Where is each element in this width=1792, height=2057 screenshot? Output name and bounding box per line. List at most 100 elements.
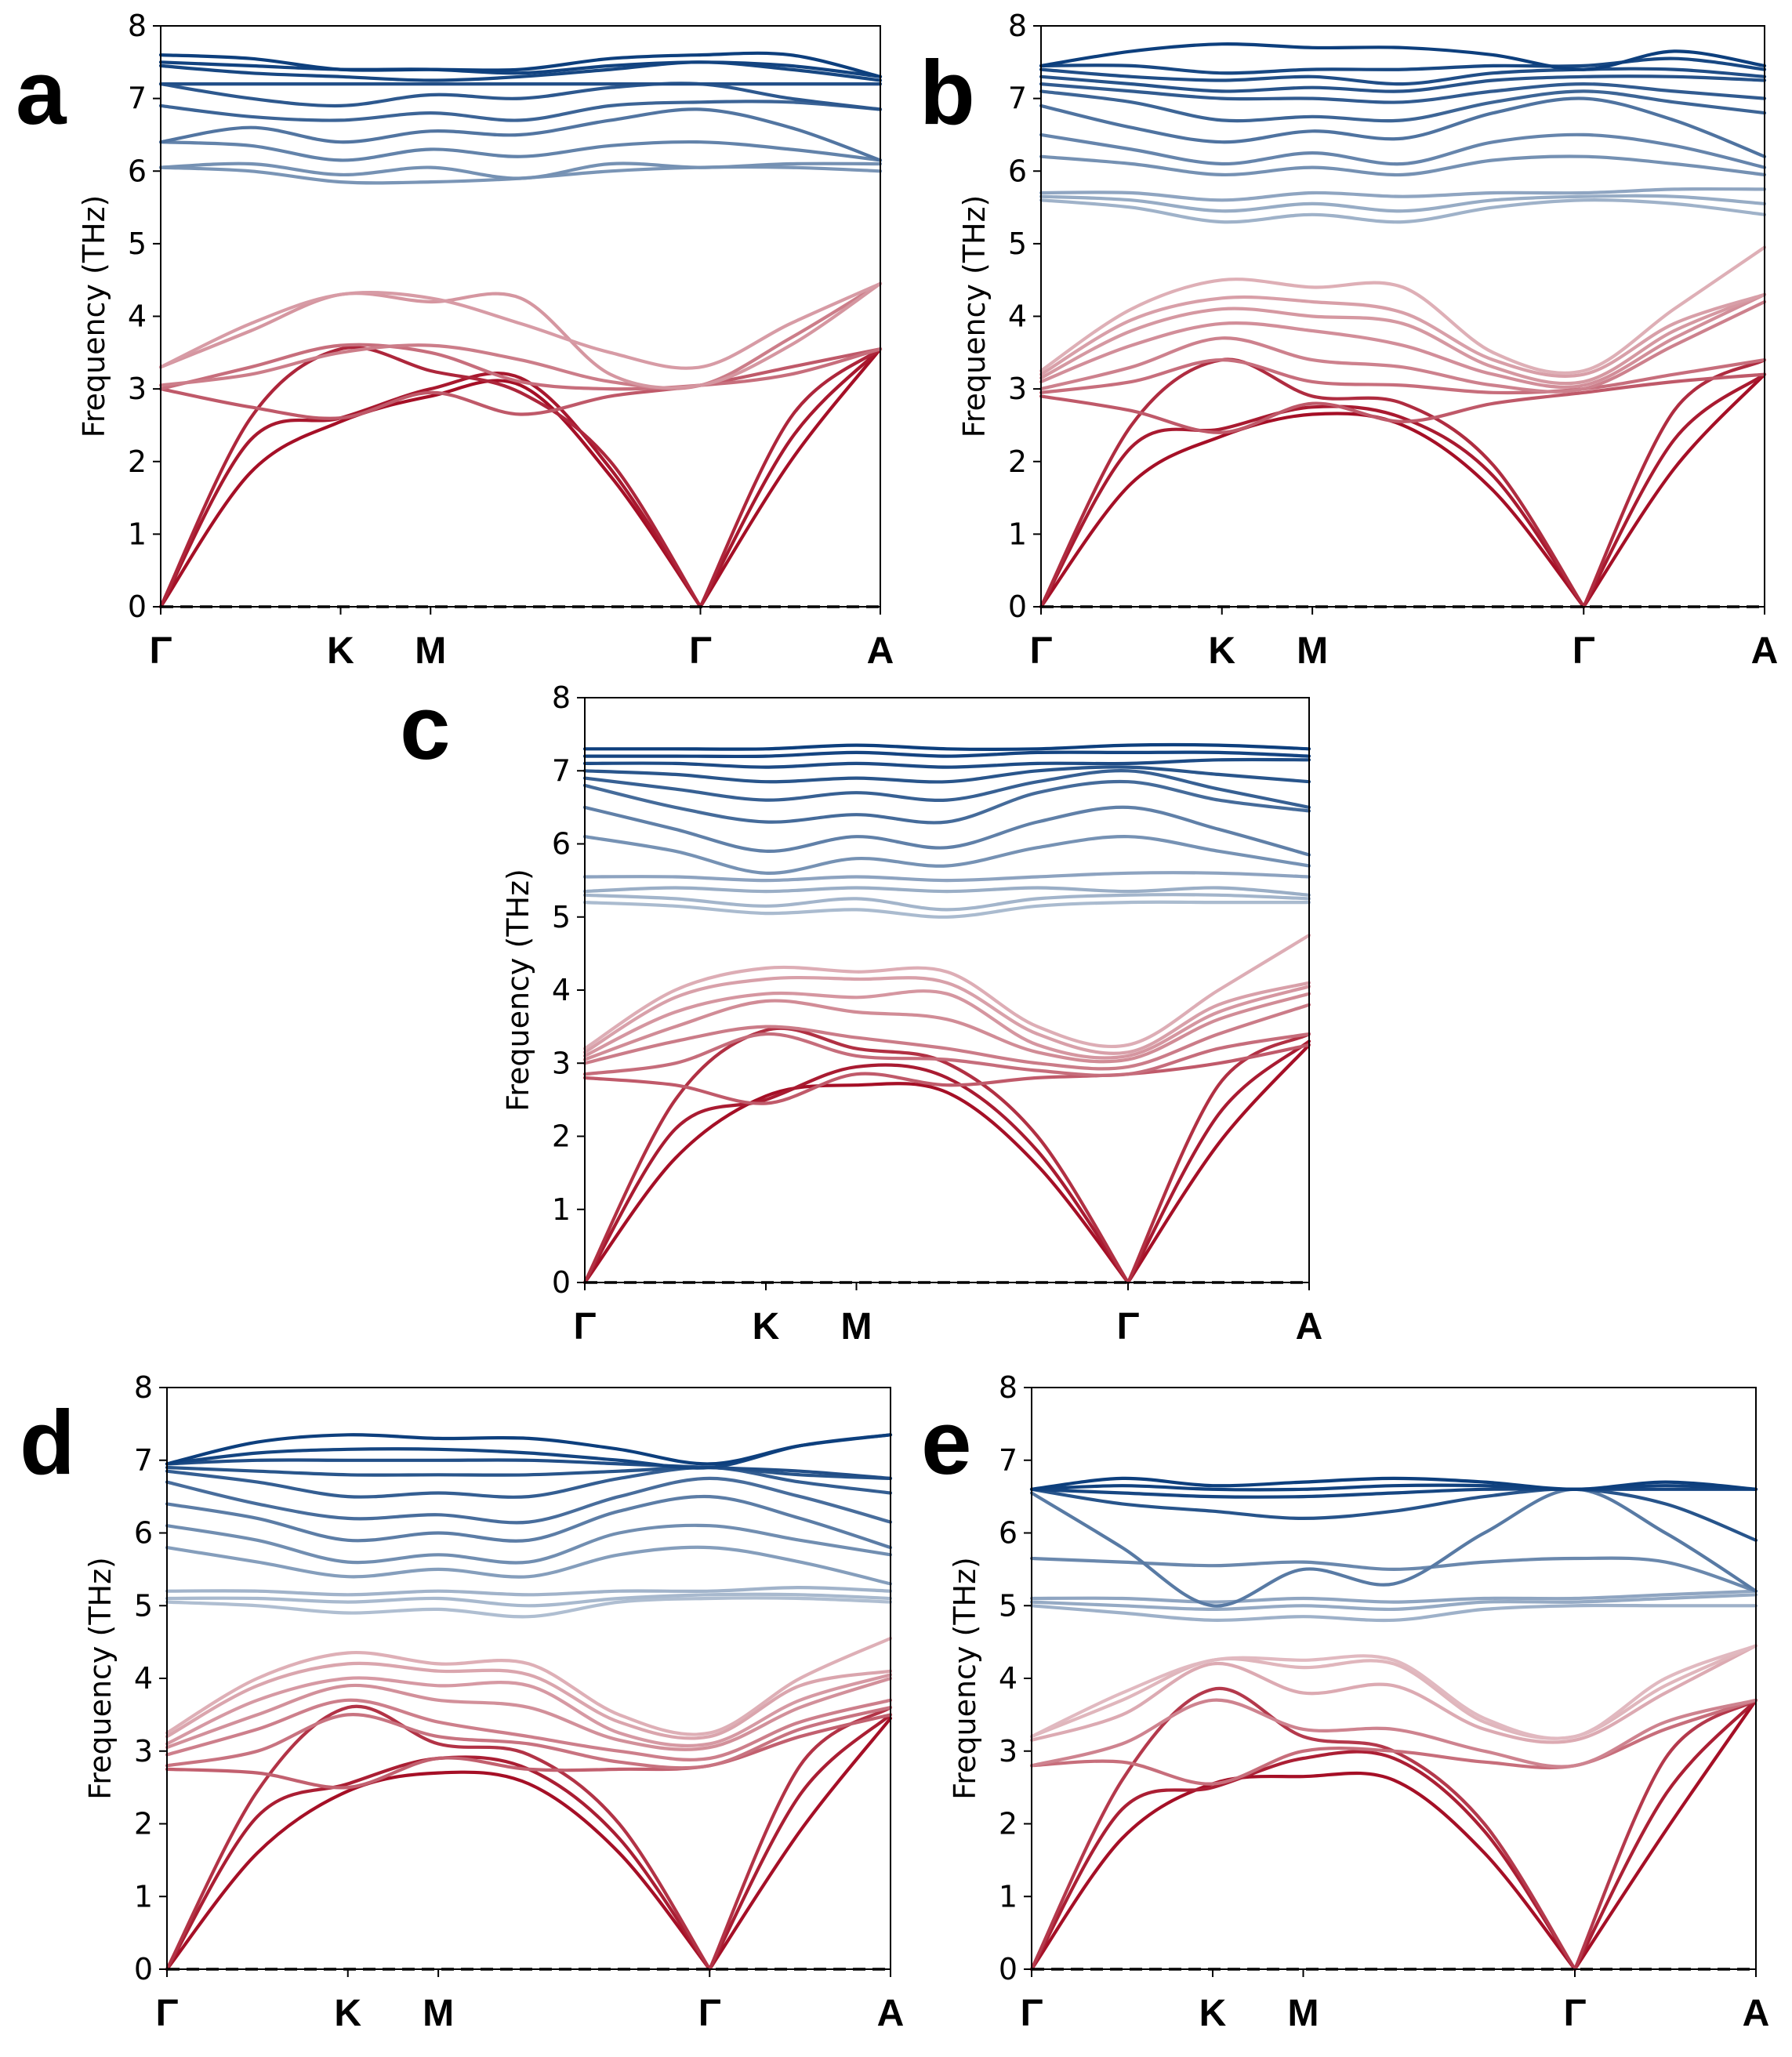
band-line-5 [165, 1706, 893, 1770]
band-line-1 [1029, 1771, 1577, 1972]
band-line-5 [1039, 358, 1767, 395]
band-line-2 [1029, 1750, 1577, 1972]
band-line-9 [1029, 1603, 1758, 1623]
y-tick-label: 4 [128, 299, 147, 334]
band-line-1 [1582, 372, 1767, 609]
band-line-2 [698, 347, 883, 609]
axes-frame [1031, 1387, 1757, 1970]
y-tick-label: 7 [128, 82, 147, 116]
band-line-3 [1039, 357, 1586, 609]
y-axis-label: Frequency (THz) [83, 1557, 118, 1800]
band-line-13 [1029, 1487, 1758, 1608]
band-line-3 [582, 1026, 1130, 1285]
band-line-1 [698, 347, 883, 609]
y-tick-label: 5 [128, 227, 147, 261]
y-axis-label: Frequency (THz) [501, 869, 535, 1112]
band-lines [1039, 42, 1767, 609]
band-line-7 [1039, 292, 1767, 389]
band-line-5 [582, 1032, 1311, 1077]
y-tick-label: 2 [999, 1807, 1018, 1841]
band-line-5 [158, 343, 883, 391]
y-tick-label: 5 [1008, 227, 1027, 261]
x-tick-label-2: K [753, 1306, 780, 1348]
x-tick-label-5: A [1743, 1993, 1770, 2034]
band-line-9 [582, 975, 1311, 1055]
band-line-17 [582, 779, 1311, 825]
y-tick-label: 5 [134, 1588, 153, 1623]
band-line-2 [582, 1063, 1130, 1285]
y-tick-label: 8 [1008, 9, 1027, 43]
band-line-11 [1029, 1589, 1758, 1604]
y-tick-label: 7 [999, 1443, 1018, 1478]
x-tick-label-2: K [1199, 1993, 1227, 2034]
band-line-19 [165, 1465, 893, 1480]
y-tick-label: 8 [552, 680, 571, 715]
band-line-16 [1029, 1483, 1758, 1492]
band-line-9 [165, 1661, 893, 1740]
band-line-22 [582, 742, 1311, 751]
y-tick-label: 3 [1008, 372, 1027, 406]
band-line-19 [1039, 74, 1767, 93]
panel-letter: a [16, 42, 67, 143]
band-line-8 [582, 985, 1311, 1060]
band-lines [1029, 1476, 1758, 1972]
band-line-12 [1039, 194, 1767, 213]
y-tick-label: 8 [999, 1370, 1018, 1405]
band-line-7 [158, 281, 883, 390]
x-tick-label-4: Γ [1564, 1993, 1587, 2034]
band-line-6 [1029, 1644, 1758, 1744]
band-line-14 [582, 871, 1311, 883]
band-line-8 [165, 1673, 893, 1748]
band-line-1 [1126, 1043, 1311, 1285]
band-line-7 [582, 992, 1311, 1064]
y-tick-label: 7 [134, 1443, 153, 1478]
y-tick-label: 4 [1008, 299, 1027, 334]
y-tick-label: 1 [134, 1879, 153, 1914]
band-line-6 [158, 281, 883, 390]
y-tick-label: 3 [134, 1734, 153, 1769]
band-line-18 [1039, 82, 1767, 104]
band-line-1 [165, 1770, 712, 1972]
band-line-14 [1039, 154, 1767, 177]
panel-letter: b [920, 42, 975, 143]
band-line-14 [165, 1545, 893, 1586]
y-tick-label: 4 [999, 1661, 1018, 1696]
band-line-3 [165, 1704, 712, 1972]
y-tick-label: 6 [134, 1516, 153, 1551]
y-tick-label: 7 [552, 753, 571, 788]
panel-e: 0 1 2 3 4 5 6 7 8 Γ K M Γ A Frequency (THz) e [921, 1370, 1769, 2034]
band-line-1 [708, 1716, 893, 1972]
band-line-2 [1039, 405, 1586, 609]
band-line-3 [1573, 1698, 1758, 1972]
band-line-13 [158, 100, 883, 122]
band-line-2 [1582, 372, 1767, 609]
band-line-3 [698, 347, 883, 609]
band-line-10 [582, 934, 1311, 1050]
panel-c: 0 1 2 3 4 5 6 7 8 Γ K M Γ A Frequency (THz) c [400, 677, 1322, 1348]
x-tick-label-5: A [867, 630, 894, 672]
x-tick-label-3: M [841, 1306, 872, 1348]
y-tick-label: 0 [134, 1952, 153, 1986]
band-line-13 [582, 886, 1311, 897]
band-line-10 [165, 1636, 893, 1736]
y-tick-label: 2 [134, 1807, 153, 1841]
band-line-11 [165, 1596, 893, 1619]
x-tick-label-1: Γ [150, 630, 172, 672]
band-line-16 [165, 1494, 893, 1550]
band-line-20 [582, 757, 1311, 769]
y-axis-label: Frequency (THz) [957, 195, 992, 438]
band-line-11 [1039, 198, 1767, 224]
band-line-17 [158, 60, 883, 78]
band-line-19 [582, 765, 1311, 784]
band-line-14 [1029, 1487, 1758, 1542]
y-tick-label: 2 [552, 1119, 571, 1154]
band-line-2 [1573, 1698, 1758, 1972]
x-tick-label-2: K [1208, 630, 1235, 672]
y-tick-label: 0 [552, 1265, 571, 1300]
band-line-15 [165, 1523, 893, 1565]
x-tick-label-5: A [1296, 1306, 1323, 1348]
band-line-10 [1029, 1593, 1758, 1612]
band-line-17 [165, 1476, 893, 1525]
band-line-7 [1029, 1644, 1758, 1740]
band-line-12 [1029, 1556, 1758, 1593]
